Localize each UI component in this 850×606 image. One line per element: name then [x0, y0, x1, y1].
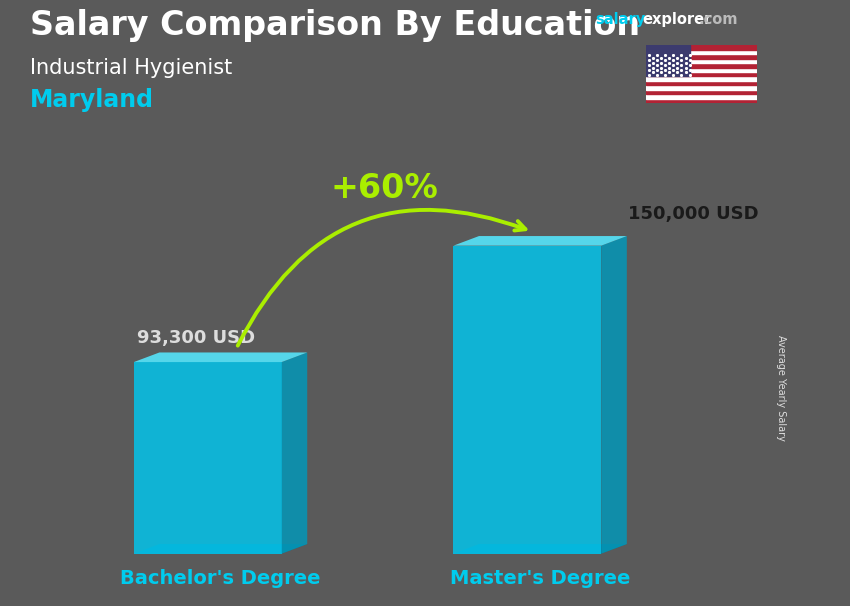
Bar [646, 76, 756, 81]
Text: Maryland: Maryland [30, 88, 154, 112]
Bar [646, 68, 756, 72]
Polygon shape [133, 544, 307, 554]
Bar [646, 72, 756, 76]
Text: Bachelor's Degree: Bachelor's Degree [120, 569, 320, 588]
Text: Average Yearly Salary: Average Yearly Salary [776, 335, 786, 441]
Text: .com: .com [699, 12, 738, 27]
Text: Salary Comparison By Education: Salary Comparison By Education [30, 9, 640, 42]
Polygon shape [453, 245, 601, 554]
Bar [646, 94, 756, 99]
Polygon shape [133, 353, 307, 362]
Text: Industrial Hygienist: Industrial Hygienist [30, 58, 232, 78]
Polygon shape [281, 353, 307, 554]
Bar [646, 90, 756, 94]
Polygon shape [453, 236, 626, 245]
Bar [646, 81, 756, 85]
Bar [646, 85, 756, 90]
Text: 150,000 USD: 150,000 USD [628, 205, 759, 223]
Polygon shape [601, 236, 626, 554]
Bar [646, 99, 756, 103]
Text: Master's Degree: Master's Degree [450, 569, 631, 588]
Text: explorer: explorer [643, 12, 712, 27]
Text: 93,300 USD: 93,300 USD [137, 329, 255, 347]
Text: salary: salary [595, 12, 645, 27]
Text: +60%: +60% [331, 171, 439, 205]
Bar [646, 50, 756, 55]
Polygon shape [453, 544, 626, 554]
Bar [646, 55, 756, 59]
Bar [646, 59, 756, 63]
Bar [646, 45, 756, 50]
Polygon shape [133, 362, 281, 554]
Bar [646, 45, 690, 76]
Bar [646, 63, 756, 68]
